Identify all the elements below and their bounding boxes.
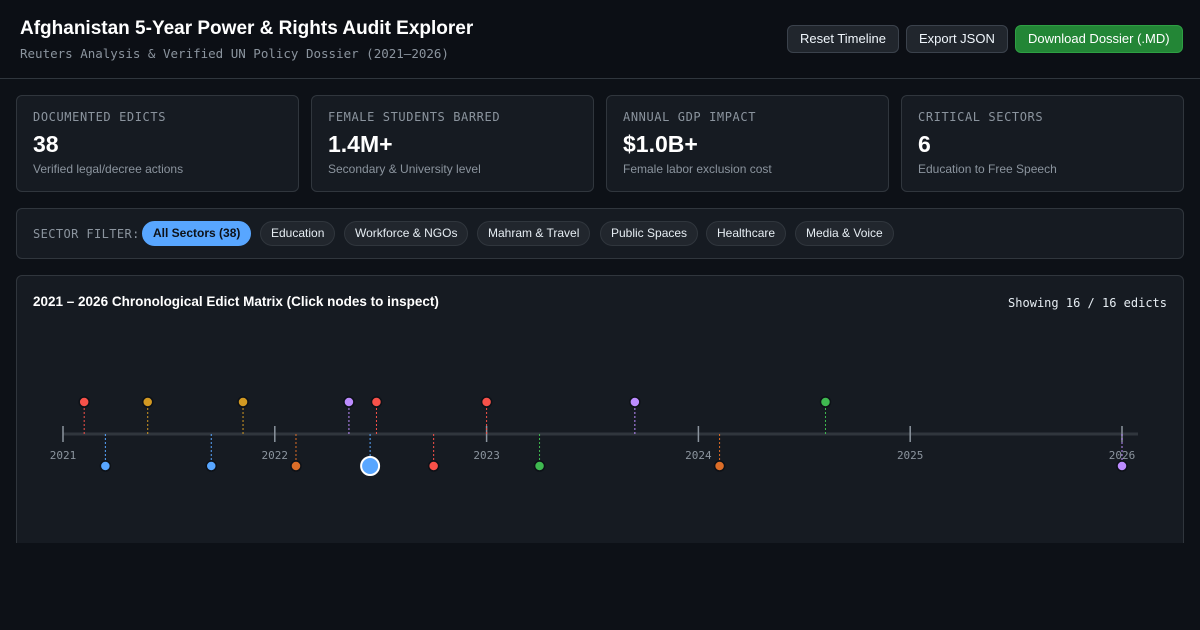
stat-description: Secondary & University level bbox=[328, 162, 481, 176]
edict-node[interactable] bbox=[141, 396, 154, 408]
reset-timeline-button[interactable]: Reset Timeline bbox=[787, 25, 899, 53]
filter-pill-public-spaces[interactable]: Public Spaces bbox=[600, 221, 699, 246]
sector-filter-bar: SECTOR FILTER: All Sectors (38) Educatio… bbox=[16, 208, 1184, 259]
page-title: Afghanistan 5-Year Power & Rights Audit … bbox=[20, 18, 474, 39]
stat-description: Female labor exclusion cost bbox=[623, 162, 772, 176]
stat-value: 6 bbox=[918, 131, 931, 157]
edict-node[interactable] bbox=[99, 460, 112, 472]
stat-card-sectors: CRITICAL SECTORS 6 Education to Free Spe… bbox=[901, 95, 1184, 192]
filter-pill-mahram-travel[interactable]: Mahram & Travel bbox=[477, 221, 591, 246]
edict-timeline-chart: 2021 2022 2023 2024 2025 2026 bbox=[50, 396, 1138, 476]
edict-node[interactable] bbox=[629, 396, 641, 408]
year-tick-label: 2022 bbox=[262, 449, 289, 462]
stat-label: FEMALE STUDENTS BARRED bbox=[328, 110, 501, 124]
stat-value: 38 bbox=[33, 131, 59, 157]
stat-value: 1.4M+ bbox=[328, 131, 393, 157]
edict-node[interactable] bbox=[343, 396, 355, 408]
edict-node[interactable] bbox=[1116, 460, 1128, 472]
filter-pill-media-voice[interactable]: Media & Voice bbox=[795, 221, 894, 246]
edict-node[interactable] bbox=[205, 460, 218, 472]
stat-description: Verified legal/decree actions bbox=[33, 162, 184, 176]
filter-pill-workforce-ngos[interactable]: Workforce & NGOs bbox=[344, 221, 469, 246]
filter-pill-all-sectors[interactable]: All Sectors (38) bbox=[142, 221, 252, 246]
edict-node[interactable] bbox=[533, 460, 546, 472]
edict-node[interactable] bbox=[713, 460, 726, 472]
edict-matrix-panel: 2021 – 2026 Chronological Edict Matrix (… bbox=[16, 275, 1184, 543]
export-json-button[interactable]: Export JSON bbox=[906, 25, 1008, 53]
filter-pill-education[interactable]: Education bbox=[260, 221, 336, 246]
edict-node-selected[interactable] bbox=[360, 456, 381, 476]
edict-count: Showing 16 / 16 edicts bbox=[1008, 296, 1167, 310]
stat-value: $1.0B+ bbox=[623, 131, 698, 157]
edict-node[interactable] bbox=[290, 460, 302, 472]
stat-label: CRITICAL SECTORS bbox=[918, 110, 1044, 124]
stat-label: ANNUAL GDP IMPACT bbox=[623, 110, 757, 124]
download-dossier-button[interactable]: Download Dossier (.MD) bbox=[1015, 25, 1183, 53]
edict-node[interactable] bbox=[427, 460, 440, 472]
year-tick-label: 2023 bbox=[473, 449, 500, 462]
edict-node[interactable] bbox=[78, 396, 90, 408]
filter-pill-healthcare[interactable]: Healthcare bbox=[706, 221, 787, 246]
edict-node[interactable] bbox=[237, 396, 249, 408]
year-tick-label: 2025 bbox=[897, 449, 924, 462]
stat-card-edicts: DOCUMENTED EDICTS 38 Verified legal/decr… bbox=[16, 95, 299, 192]
edict-node[interactable] bbox=[480, 396, 493, 408]
stat-description: Education to Free Speech bbox=[918, 162, 1057, 176]
year-tick-label: 2024 bbox=[685, 449, 712, 462]
stat-label: DOCUMENTED EDICTS bbox=[33, 110, 167, 124]
page-subtitle: Reuters Analysis & Verified UN Policy Do… bbox=[20, 46, 449, 61]
edict-node[interactable] bbox=[819, 396, 832, 408]
app-header: Afghanistan 5-Year Power & Rights Audit … bbox=[0, 0, 1200, 79]
stat-card-students: FEMALE STUDENTS BARRED 1.4M+ Secondary &… bbox=[311, 95, 594, 192]
stat-card-gdp: ANNUAL GDP IMPACT $1.0B+ Female labor ex… bbox=[606, 95, 889, 192]
sector-filter-label: SECTOR FILTER: bbox=[33, 227, 140, 241]
edict-node[interactable] bbox=[370, 396, 383, 408]
year-tick-label: 2021 bbox=[50, 449, 77, 462]
timeline-title: 2021 – 2026 Chronological Edict Matrix (… bbox=[33, 294, 439, 309]
